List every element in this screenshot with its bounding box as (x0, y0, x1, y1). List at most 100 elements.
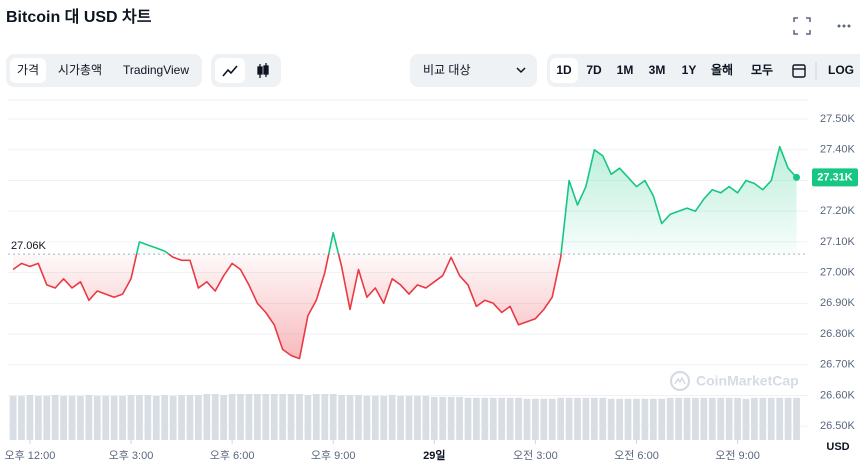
y-tick-label: 27.10K (820, 236, 856, 248)
volume-bar (683, 397, 691, 440)
volume-bar (590, 397, 598, 440)
y-tick-label: 27.20K (820, 205, 856, 217)
range-button[interactable]: 3M (649, 63, 666, 77)
volume-bar (447, 396, 455, 440)
volume-bar (641, 398, 649, 440)
volume-bar (565, 397, 573, 440)
volume-bar (692, 397, 699, 440)
y-tick-label: 26.70K (820, 359, 856, 371)
tab-group (6, 54, 202, 87)
x-tick-label: 오전 6:00 (614, 449, 659, 462)
volume-bar (734, 397, 741, 440)
volume-bar (296, 394, 303, 440)
log-button[interactable]: LOG (828, 63, 854, 77)
price-line (12, 145, 798, 360)
volume-bar (548, 398, 556, 440)
volume-bar (287, 394, 295, 440)
area-fill (13, 146, 797, 359)
volume-bar (489, 397, 497, 440)
volume-bar (363, 395, 371, 440)
range-button[interactable]: 1D (556, 63, 572, 77)
x-tick-label: 오후 9:00 (311, 449, 356, 462)
volume-bar (666, 397, 674, 440)
active-tab[interactable] (10, 58, 46, 83)
volume-bar (456, 396, 463, 440)
chart-title: Bitcoin 대 USD 차트 (6, 8, 152, 26)
active-range[interactable] (550, 58, 578, 83)
volume-bar (136, 394, 143, 440)
range-button[interactable]: 올해 (711, 63, 733, 77)
y-tick-label: 27.50K (820, 113, 856, 125)
tab[interactable]: TradingView (123, 63, 189, 77)
tab[interactable]: 가격 (17, 63, 39, 77)
volume-bar (708, 397, 716, 440)
volume-bar (506, 397, 514, 440)
volume-bar (633, 398, 640, 440)
tab[interactable]: 시가총액 (58, 63, 102, 77)
y-tick-label: 27.40K (820, 144, 856, 156)
range-button[interactable]: 1M (617, 63, 634, 77)
more-icon[interactable] (837, 24, 851, 28)
range-button[interactable]: 모두 (751, 63, 773, 77)
volume-bar (422, 395, 430, 440)
volume-bar (77, 395, 84, 440)
volume-bar (262, 394, 270, 440)
calendar-icon[interactable] (792, 64, 806, 78)
chevron-icon (516, 67, 526, 74)
volume-bar (658, 398, 666, 440)
y-tick-label: 26.50K (820, 420, 856, 432)
volume-bar (245, 394, 253, 440)
last-value-label: 27.31K (817, 171, 853, 183)
volume-bar (355, 394, 362, 440)
volume-bar (473, 397, 480, 440)
volume-bar (405, 395, 413, 440)
range-button[interactable]: 7D (586, 63, 602, 77)
volume-bar (203, 394, 211, 440)
volume-bar (127, 394, 135, 440)
volume-bar (582, 397, 590, 440)
last-value-tag (812, 168, 858, 187)
volume-bar (725, 397, 733, 440)
x-tick-label: 29일 (423, 448, 445, 462)
volume-bar (237, 394, 244, 440)
line-type-button[interactable] (215, 58, 245, 83)
candle-icon[interactable] (257, 63, 269, 78)
volume-bar (119, 395, 126, 440)
watermark-text: CoinMarketCap (696, 373, 799, 389)
volume-bar (776, 397, 784, 440)
volume-bar (464, 397, 472, 440)
volume-bar (540, 398, 548, 440)
fullscreen-icon[interactable] (793, 17, 811, 35)
volume-bar (624, 398, 632, 440)
volume-bar (557, 397, 565, 440)
volume-bar (439, 396, 447, 440)
volume-bar (102, 395, 110, 440)
volume-bar (68, 395, 76, 440)
volume-bar (675, 397, 682, 440)
volume-bar (304, 394, 312, 440)
volume-bar (152, 395, 160, 440)
volume-bar (211, 394, 219, 440)
volume-bar (759, 397, 767, 440)
volume-bar (515, 397, 522, 440)
volume-bar (607, 398, 615, 440)
compare-dropdown[interactable] (410, 54, 537, 87)
volume-bar (481, 397, 489, 440)
volume-bar (34, 395, 42, 440)
volume-bar (51, 394, 59, 440)
volume-bar (649, 398, 657, 440)
volume-bar (574, 397, 581, 440)
volume-bar (532, 398, 539, 440)
range-button[interactable]: 1Y (682, 63, 697, 77)
volume-bar (338, 394, 345, 440)
volume-bar (388, 394, 396, 440)
baseline-label-bg (9, 240, 47, 253)
volume-bar (793, 397, 800, 440)
volume-bar (430, 396, 438, 440)
y-tick-label: 27.00K (820, 267, 856, 279)
x-tick-label: 오후 12:00 (4, 449, 55, 462)
volume-bar (18, 395, 25, 440)
volume-bar (751, 397, 758, 440)
volume-bar (9, 395, 17, 440)
